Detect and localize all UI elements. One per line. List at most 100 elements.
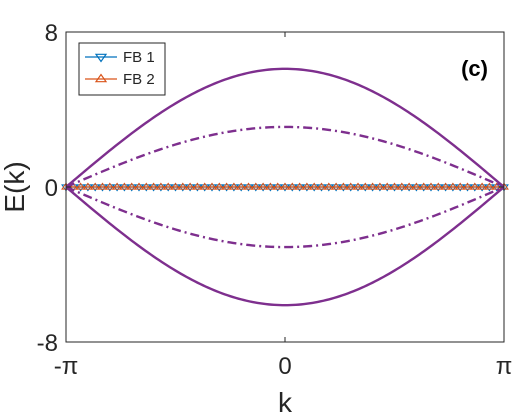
data-point-marker [301, 182, 312, 190]
data-point-marker [462, 182, 473, 190]
data-point-marker [411, 182, 422, 190]
data-point-marker [163, 184, 174, 192]
data-point-marker [75, 184, 86, 192]
data-point-marker [396, 182, 407, 190]
series-fb-2 [61, 182, 509, 190]
data-point-marker [155, 182, 166, 190]
data-point-marker [82, 184, 93, 192]
data-point-marker [477, 184, 488, 192]
legend-item: FB 2 [85, 71, 155, 88]
data-point-marker [484, 184, 495, 192]
data-point-marker [97, 184, 108, 192]
data-point-marker [447, 182, 458, 190]
data-point-marker [163, 182, 174, 190]
data-point-marker [280, 182, 290, 190]
data-point-marker [221, 184, 232, 192]
x-axis-label: k [278, 387, 293, 418]
data-point-marker [455, 182, 466, 190]
data-point-marker [192, 184, 203, 192]
data-point-marker [134, 184, 144, 192]
x-tick-label: π [496, 353, 513, 380]
panel-label: (c) [461, 56, 488, 81]
data-point-marker [345, 184, 356, 192]
x-tick-label: 0 [278, 353, 291, 380]
data-point-marker [170, 184, 181, 192]
data-point-marker [207, 182, 217, 190]
y-axis-label: E(k) [0, 161, 30, 212]
data-point-marker [280, 184, 290, 192]
data-point-marker [484, 182, 495, 190]
data-point-marker [360, 182, 371, 190]
series-band-4 [65, 125, 505, 189]
data-point-marker [272, 184, 283, 192]
y-tick-label: -8 [37, 330, 58, 357]
series-band-5 [65, 185, 505, 249]
data-point-marker [433, 182, 444, 190]
data-point-marker [301, 184, 312, 192]
data-point-marker [469, 184, 480, 192]
legend-box [78, 42, 166, 96]
data-point-marker [148, 182, 159, 190]
legend: FB 1 FB 2 [78, 42, 166, 96]
data-point-marker [353, 184, 363, 192]
data-point-marker [134, 182, 144, 190]
data-point-marker [126, 184, 137, 192]
data-point-marker [367, 184, 378, 192]
band-curve [65, 185, 505, 249]
data-point-marker [345, 182, 356, 190]
data-point-marker [207, 184, 217, 192]
data-point-marker [440, 182, 451, 190]
data-point-marker [389, 182, 400, 190]
data-point-marker [477, 182, 488, 190]
data-point-marker [141, 184, 152, 192]
series-band-2 [65, 67, 505, 188]
series-layer [61, 67, 509, 307]
data-point-marker [462, 184, 473, 192]
data-point-marker [90, 184, 101, 192]
data-point-marker [374, 182, 385, 190]
data-point-marker [331, 184, 342, 192]
data-point-marker [426, 184, 436, 192]
data-point-marker [199, 184, 210, 192]
data-point-marker [287, 184, 298, 192]
data-point-marker [126, 182, 137, 190]
data-point-marker [418, 182, 429, 190]
band-curve [65, 67, 505, 188]
data-point-marker [265, 182, 276, 190]
data-point-marker [82, 182, 93, 190]
data-point-marker [382, 184, 393, 192]
data-point-marker [250, 184, 261, 192]
data-point-marker [396, 184, 407, 192]
data-point-marker [177, 182, 188, 190]
band-curve [65, 125, 505, 189]
y-tick-label: 8 [45, 20, 58, 47]
legend-marker [94, 73, 108, 83]
data-point-marker [185, 184, 196, 192]
legend-marker [94, 53, 108, 63]
data-point-marker [170, 182, 181, 190]
data-point-marker [192, 182, 203, 190]
data-point-marker [243, 184, 254, 192]
data-point-marker [228, 182, 239, 190]
data-point-marker [199, 182, 210, 190]
data-point-marker [75, 182, 86, 190]
legend-label: FB 1 [123, 49, 155, 66]
data-point-marker [433, 184, 444, 192]
data-point-marker [418, 184, 429, 192]
legend-item: FB 1 [85, 49, 155, 66]
data-point-marker [338, 184, 349, 192]
data-point-marker [119, 182, 130, 190]
data-point-marker [323, 182, 334, 190]
tick-layer: -π 0 π -8 0 8 [37, 20, 513, 380]
data-point-marker [316, 184, 327, 192]
data-point-marker [250, 182, 261, 190]
data-point-marker [141, 182, 152, 190]
data-point-marker [119, 184, 130, 192]
data-point-marker [243, 182, 254, 190]
data-point-marker [90, 182, 101, 190]
data-point-marker [214, 182, 225, 190]
data-point-marker [214, 184, 225, 192]
data-point-marker [294, 182, 305, 190]
data-point-marker [426, 182, 436, 190]
data-point-marker [287, 182, 298, 190]
